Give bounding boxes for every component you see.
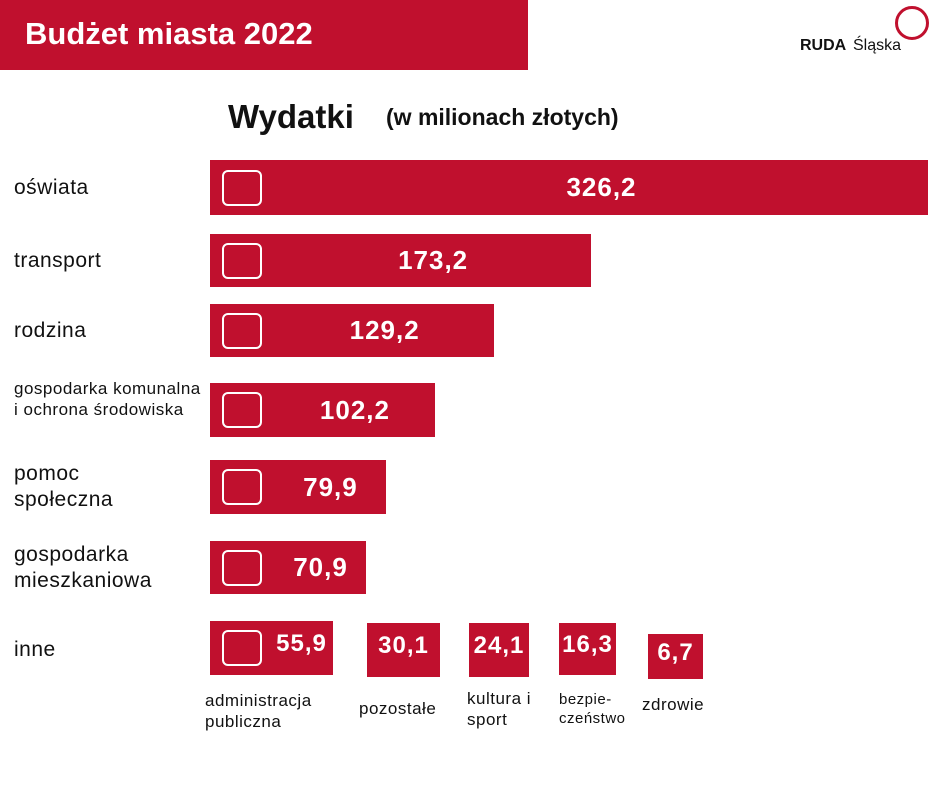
- logo-icon: [895, 6, 929, 40]
- value-label: 24,1: [473, 632, 525, 659]
- tile-caption: bezpie- czeństwo: [559, 691, 626, 727]
- chart-title: Wydatki: [228, 98, 354, 135]
- value-label: 6,7: [657, 638, 694, 666]
- tile: [648, 634, 703, 679]
- category-label: transport: [14, 248, 102, 272]
- category-label: gospodarka mieszkaniowa: [14, 542, 152, 592]
- bar: [210, 160, 928, 215]
- page-title: Budżet miasta 2022: [25, 16, 313, 51]
- bar-icon: [222, 392, 262, 428]
- value-label: 16,3: [562, 631, 613, 658]
- value-label: 129,2: [349, 315, 420, 345]
- tile-icon: [222, 630, 262, 666]
- value-label: 70,9: [293, 552, 348, 582]
- category-label: pomoc społeczna: [14, 462, 114, 511]
- tile-caption: pozostałe: [359, 699, 437, 718]
- bar-icon: [222, 549, 262, 586]
- bar-icon: [222, 312, 262, 349]
- value-label: 326,2: [566, 172, 637, 202]
- tile: [469, 623, 529, 677]
- logo-text: RUDA: [800, 37, 847, 54]
- tile: [367, 623, 440, 677]
- category-label: oświata: [14, 175, 89, 199]
- category-label: gospodarka komunalna i ochrona środowisk…: [14, 379, 201, 419]
- bar-icon: [222, 242, 262, 279]
- tile: [559, 623, 616, 675]
- category-label: inne: [14, 638, 56, 661]
- value-label: 173,2: [398, 245, 469, 275]
- header-bar: [0, 0, 528, 70]
- value-label: 79,9: [303, 471, 358, 502]
- value-label: 55,9: [276, 630, 327, 657]
- tile-caption: administracja publiczna: [205, 691, 312, 731]
- bar-icon: [222, 469, 262, 505]
- chart-subtitle: (w milionach złotych): [386, 104, 619, 130]
- value-label: 102,2: [319, 394, 390, 425]
- tile-caption: zdrowie: [642, 695, 705, 714]
- bar-icon: [222, 169, 262, 206]
- bar: [210, 234, 592, 287]
- tile-caption: kultura i sport: [467, 689, 532, 729]
- category-label: rodzina: [14, 318, 87, 342]
- value-label: 30,1: [378, 632, 429, 659]
- logo-text: Śląska: [853, 37, 902, 54]
